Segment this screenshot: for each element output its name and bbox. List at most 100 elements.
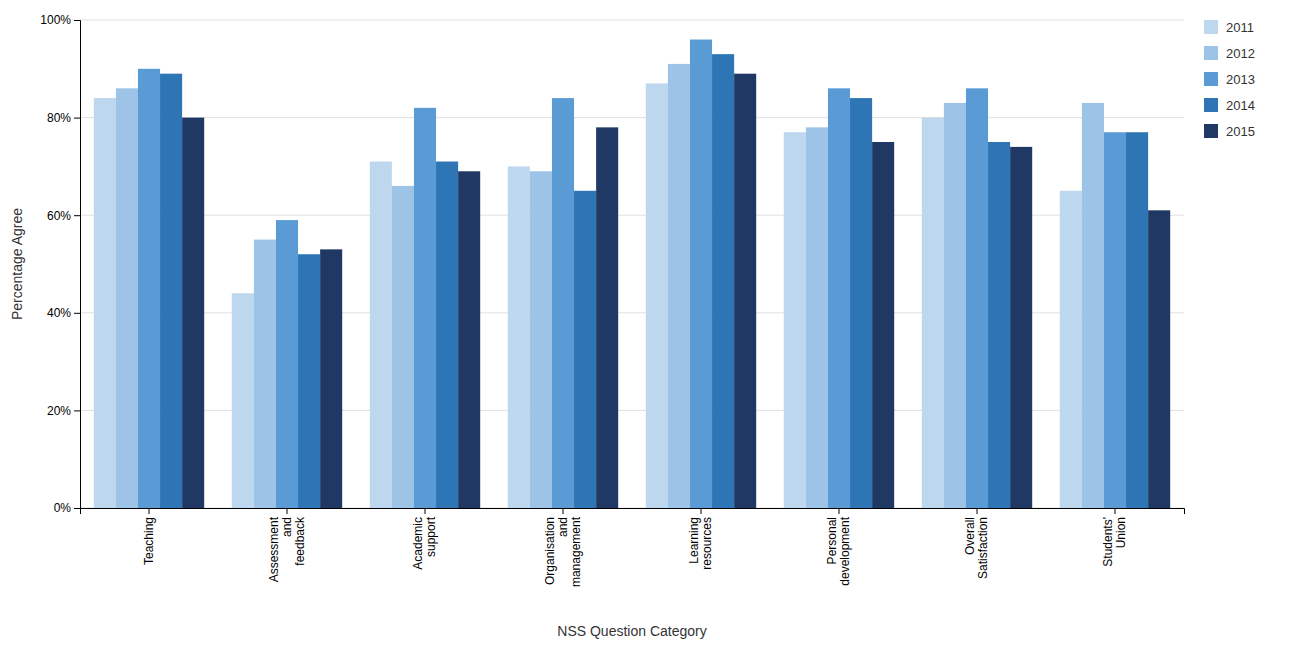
tick-mark	[74, 313, 80, 314]
tick-label-line: Overall	[963, 517, 977, 555]
bar	[298, 254, 320, 508]
axis-domain	[74, 21, 81, 509]
series	[182, 74, 1170, 508]
tick: 100%	[40, 13, 80, 27]
series	[116, 64, 1104, 508]
bar	[988, 142, 1010, 508]
legend-item: 2012	[1204, 46, 1255, 61]
y-axis: 0%20%40%60%80%100%	[40, 13, 80, 515]
tick-mark	[839, 508, 840, 514]
y-axis-title: Percentage Agree	[9, 208, 25, 320]
tick-label-line: Satisfaction	[976, 517, 990, 579]
series	[138, 40, 1126, 508]
plot: 0%20%40%60%80%100%TeachingAssessmentandf…	[40, 13, 1184, 587]
legend-swatch	[1204, 124, 1218, 138]
bar	[458, 171, 480, 508]
tick-label-line: Organisation	[543, 517, 557, 585]
x-axis-title: NSS Question Category	[557, 623, 706, 639]
bar	[1060, 191, 1082, 508]
bar	[668, 64, 690, 508]
axis-domain	[81, 509, 1185, 515]
tick: Academicsupport	[411, 508, 438, 570]
tick-label: Teaching	[142, 517, 156, 565]
tick: Organisationandmanagement	[543, 508, 583, 587]
bar	[966, 88, 988, 508]
legend: 2011 2012 2013 2014 2015	[1204, 20, 1255, 139]
tick: Teaching	[142, 508, 156, 565]
bar	[1010, 147, 1032, 508]
series	[94, 83, 1082, 508]
tick-label-line: Union	[1114, 517, 1128, 548]
tick-label-line: feedback	[293, 516, 307, 566]
tick-mark	[701, 508, 702, 514]
tick: Learningresources	[687, 508, 714, 570]
bar	[320, 249, 342, 508]
bar	[646, 83, 668, 508]
bar	[414, 108, 436, 508]
tick-label: 80%	[47, 111, 71, 125]
tick-label-line: management	[569, 516, 583, 587]
tick-label: Academicsupport	[411, 516, 438, 569]
bar	[1126, 132, 1148, 508]
tick-label: Assessmentandfeedback	[267, 516, 307, 582]
tick-label: Learningresources	[687, 517, 714, 570]
x-axis: TeachingAssessmentandfeedbackAcademicsup…	[81, 508, 1185, 587]
bar	[1104, 132, 1126, 508]
tick-label: 100%	[40, 13, 71, 27]
tick-label-line: Assessment	[267, 516, 281, 582]
legend-item: 2014	[1204, 98, 1255, 113]
tick-mark	[74, 508, 80, 509]
bar	[94, 98, 116, 508]
bar	[138, 69, 160, 508]
bars	[94, 40, 1170, 508]
tick-mark	[425, 508, 426, 514]
bar	[1148, 210, 1170, 508]
tick: Personaldevelopment	[825, 508, 852, 586]
tick-mark	[74, 20, 80, 21]
legend-item: 2015	[1204, 124, 1255, 139]
tick-label-line: resources	[700, 517, 714, 570]
tick-label-line: Learning	[687, 517, 701, 564]
tick-label: Students'Union	[1101, 517, 1128, 567]
bar	[574, 191, 596, 508]
tick-mark	[287, 508, 288, 514]
bar	[436, 162, 458, 508]
grid-line	[80, 20, 1184, 21]
bar	[530, 171, 552, 508]
tick: 40%	[47, 306, 80, 320]
legend-swatch	[1204, 20, 1218, 34]
tick: 80%	[47, 111, 80, 125]
tick-label-line: and	[280, 517, 294, 537]
tick-label: 0%	[54, 501, 72, 515]
legend-label: 2012	[1226, 46, 1255, 61]
tick-mark	[74, 215, 80, 216]
tick: Students'Union	[1101, 508, 1128, 567]
bar	[828, 88, 850, 508]
bar	[806, 127, 828, 508]
tick-label-line: Personal	[825, 517, 839, 564]
bar	[508, 166, 530, 508]
tick-mark	[149, 508, 150, 514]
bar	[712, 54, 734, 508]
legend-item: 2011	[1204, 20, 1254, 35]
bar	[596, 127, 618, 508]
tick: Assessmentandfeedback	[267, 508, 307, 582]
grid-line	[80, 117, 1184, 118]
tick-label: Personaldevelopment	[825, 516, 852, 585]
bar	[392, 186, 414, 508]
legend-label: 2014	[1226, 98, 1255, 113]
bar	[552, 98, 574, 508]
grid	[80, 20, 1184, 508]
tick-mark	[74, 118, 80, 119]
legend-item: 2013	[1204, 72, 1255, 87]
tick-mark	[977, 508, 978, 514]
bar	[160, 74, 182, 508]
tick-label-line: and	[556, 517, 570, 537]
tick-mark	[563, 508, 564, 514]
legend-swatch	[1204, 46, 1218, 60]
bar	[872, 142, 894, 508]
tick-mark	[74, 410, 80, 411]
bar	[922, 118, 944, 508]
tick-mark	[1115, 508, 1116, 514]
legend-swatch	[1204, 98, 1218, 112]
